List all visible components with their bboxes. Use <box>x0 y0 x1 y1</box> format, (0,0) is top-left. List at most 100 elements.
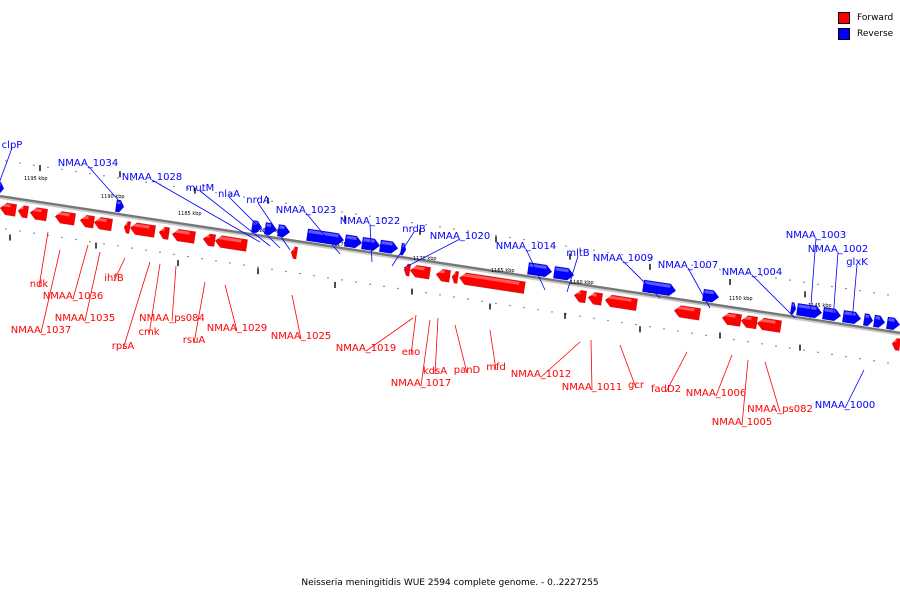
forward-gene[interactable] <box>891 337 900 352</box>
legend-forward-label: Forward <box>857 13 894 23</box>
forward-gene[interactable] <box>673 305 702 321</box>
reverse-gene[interactable] <box>276 224 291 238</box>
forward-gene[interactable] <box>409 264 432 280</box>
forward-gene[interactable] <box>93 216 114 232</box>
gene-highlight <box>675 305 695 312</box>
forward-gene[interactable] <box>29 207 49 222</box>
label-leader <box>751 274 796 319</box>
forward-gene[interactable] <box>79 214 96 229</box>
guide-dot <box>579 247 581 249</box>
label-leader <box>38 231 49 288</box>
guide-dot <box>677 262 679 264</box>
gene-body <box>573 289 588 304</box>
reverse-gene[interactable] <box>789 302 797 315</box>
gene-body <box>673 305 702 321</box>
gene-label: mutM <box>186 183 215 194</box>
guide-dot <box>103 175 105 177</box>
gene-highlight <box>437 269 445 274</box>
gene-body <box>114 199 125 213</box>
guide-dot <box>299 272 301 275</box>
forward-gene[interactable] <box>435 268 452 283</box>
reverse-gene[interactable] <box>795 302 823 319</box>
guide-dot <box>173 253 175 256</box>
label-leader <box>199 190 271 247</box>
forward-gene[interactable] <box>756 317 783 333</box>
label-leader <box>291 294 302 340</box>
gene-label: NMAA_1037 <box>11 325 72 336</box>
forward-gene[interactable] <box>158 226 171 240</box>
reverse-gene[interactable] <box>343 234 363 249</box>
reverse-gene[interactable] <box>862 313 874 327</box>
gene-label: NMAA_1029 <box>207 323 268 334</box>
guide-dot <box>831 353 833 356</box>
gene-body <box>202 233 217 247</box>
label-leader <box>151 179 261 243</box>
gene-label: NMAA_1012 <box>511 369 572 380</box>
label-leader <box>434 317 439 375</box>
reverse-gene[interactable] <box>821 306 842 322</box>
scale-label: 1160 kbp <box>570 280 594 286</box>
gene-body <box>158 226 171 240</box>
guide-dot <box>397 219 399 222</box>
guide-dot <box>201 258 203 260</box>
guide-dot <box>439 226 441 228</box>
reverse-gene[interactable] <box>0 181 5 195</box>
gene-body <box>795 302 823 319</box>
reverse-gene[interactable] <box>526 262 553 278</box>
gene-label: NMAA_1022 <box>340 216 401 227</box>
forward-gene[interactable] <box>123 221 132 234</box>
forward-gene[interactable] <box>54 210 77 226</box>
guide-dot <box>747 340 749 343</box>
forward-gene[interactable] <box>573 289 588 304</box>
guide-dot <box>551 243 553 245</box>
reverse-gene[interactable] <box>360 236 381 252</box>
forward-gene[interactable] <box>740 315 759 330</box>
gene-body <box>451 270 460 284</box>
guide-dot <box>467 230 469 232</box>
forward-gene[interactable] <box>202 233 217 247</box>
gene-highlight <box>865 314 870 319</box>
guide-dot <box>369 283 371 285</box>
forward-gene[interactable] <box>129 222 157 238</box>
forward-gene[interactable] <box>604 294 639 312</box>
guide-dot <box>509 304 511 307</box>
guide-dot <box>873 360 875 362</box>
forward-gene[interactable] <box>587 291 604 306</box>
label-leader <box>193 281 206 344</box>
gene-highlight <box>555 267 569 273</box>
forward-gene[interactable] <box>458 272 526 294</box>
guide-dot <box>523 306 525 309</box>
guide-dot <box>481 232 483 234</box>
guide-dot <box>663 260 665 262</box>
guide-dot <box>565 245 567 247</box>
gene-body <box>171 228 197 244</box>
forward-gene[interactable] <box>451 270 460 284</box>
guide-dot <box>89 240 91 243</box>
forward-gene[interactable] <box>290 246 299 260</box>
gene-body <box>276 224 291 238</box>
guide-dot <box>859 290 861 292</box>
forward-gene[interactable] <box>171 228 197 244</box>
reverse-gene[interactable] <box>885 316 900 331</box>
label-leader <box>809 237 817 319</box>
forward-gene[interactable] <box>214 235 249 252</box>
guide-dot <box>341 279 343 281</box>
gene-body <box>409 265 432 280</box>
guide-dot <box>691 264 693 266</box>
guide-dot <box>537 241 539 243</box>
guide-dot <box>733 338 735 341</box>
guide-dot <box>285 270 287 273</box>
reverse-gene[interactable] <box>872 314 886 329</box>
reverse-gene[interactable] <box>378 239 399 255</box>
guide-dot <box>117 177 119 179</box>
gene-body <box>54 211 77 226</box>
gene-highlight <box>893 338 897 343</box>
reverse-gene[interactable] <box>701 288 720 303</box>
forward-gene[interactable] <box>17 205 30 219</box>
guide-dot <box>761 275 763 277</box>
forward-gene[interactable] <box>721 312 743 327</box>
gene-label: NMAA_1019 <box>336 343 397 354</box>
reverse-gene[interactable] <box>642 279 677 297</box>
forward-gene[interactable] <box>0 202 18 217</box>
reverse-gene[interactable] <box>552 266 575 281</box>
